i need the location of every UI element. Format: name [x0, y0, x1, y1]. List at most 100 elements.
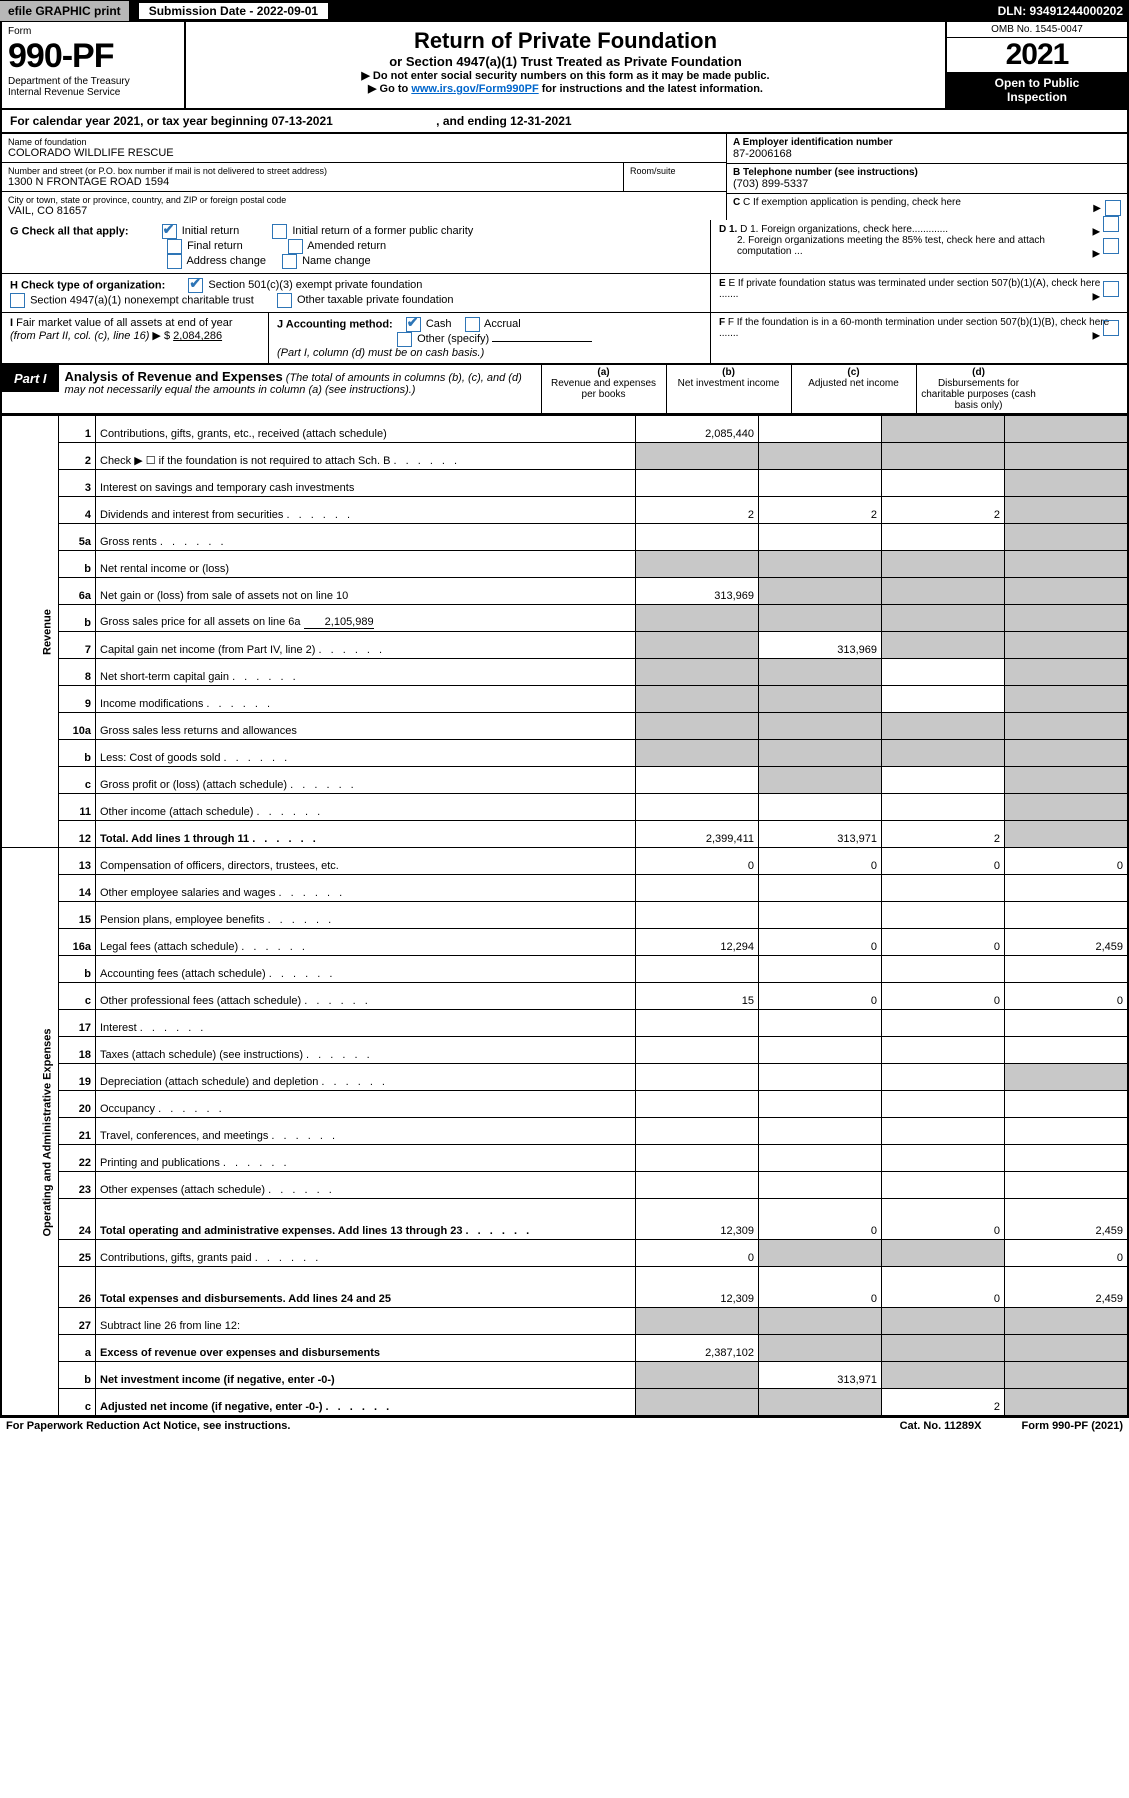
info-left: Name of foundation COLORADO WILDLIFE RES… — [2, 134, 726, 220]
row-number: 22 — [59, 1145, 96, 1172]
row-number: 27 — [59, 1308, 96, 1335]
phone-cell: B Telephone number (see instructions) (7… — [727, 164, 1127, 194]
row-value — [636, 1389, 759, 1417]
row-value — [882, 1064, 1005, 1091]
city-value: VAIL, CO 81657 — [8, 205, 720, 217]
c-checkbox[interactable] — [1105, 200, 1121, 216]
row-value — [1005, 497, 1129, 524]
row-value — [1005, 821, 1129, 848]
h-4947-checkbox[interactable] — [10, 293, 25, 308]
j-accrual-checkbox[interactable] — [465, 317, 480, 332]
g-opt-0: Initial return — [182, 225, 239, 237]
g-address-change-checkbox[interactable] — [167, 254, 182, 269]
g-amended-checkbox[interactable] — [288, 239, 303, 254]
row-value — [636, 740, 759, 767]
table-row: 6aNet gain or (loss) from sale of assets… — [1, 578, 1128, 605]
g-name-change-checkbox[interactable] — [282, 254, 297, 269]
row-value — [1005, 875, 1129, 902]
phone-value: (703) 899-5337 — [733, 178, 1121, 190]
row-value — [759, 1118, 882, 1145]
instr-1: ▶ Do not enter social security numbers o… — [196, 69, 935, 82]
row-value — [882, 1335, 1005, 1362]
irs-link[interactable]: www.irs.gov/Form990PF — [411, 83, 538, 95]
row-number: 24 — [59, 1199, 96, 1240]
efile-badge[interactable]: efile GRAPHIC print — [0, 1, 129, 21]
row-value: 2,459 — [1005, 1267, 1129, 1308]
row-value — [882, 1362, 1005, 1389]
row-value — [759, 416, 882, 443]
table-row: 11Other income (attach schedule) . . . .… — [1, 794, 1128, 821]
j-other-checkbox[interactable] — [397, 332, 412, 347]
foundation-name-label: Name of foundation — [8, 137, 720, 147]
submission-date: Submission Date - 2022-09-01 — [137, 1, 330, 21]
row-value: 0 — [636, 848, 759, 875]
row-value: 2,387,102 — [636, 1335, 759, 1362]
d1-checkbox[interactable] — [1103, 216, 1119, 232]
row-value — [759, 1172, 882, 1199]
row-value — [636, 1145, 759, 1172]
row-value — [636, 686, 759, 713]
instr-2-pre: ▶ Go to — [368, 83, 411, 95]
row-desc: Total expenses and disbursements. Add li… — [96, 1267, 636, 1308]
address-label: Number and street (or P.O. box number if… — [8, 166, 617, 176]
row-desc: Pension plans, employee benefits . . . .… — [96, 902, 636, 929]
row-value — [882, 902, 1005, 929]
row-desc: Other income (attach schedule) . . . . .… — [96, 794, 636, 821]
row-value — [1005, 1091, 1129, 1118]
d2-checkbox[interactable] — [1103, 238, 1119, 254]
row-value — [759, 740, 882, 767]
j-cash-checkbox[interactable] — [406, 317, 421, 332]
g-opt-1: Initial return of a former public charit… — [292, 225, 473, 237]
row-value: 0 — [1005, 848, 1129, 875]
e-checkbox[interactable] — [1103, 281, 1119, 297]
g-initial-return-checkbox[interactable] — [162, 224, 177, 239]
row-desc: Depreciation (attach schedule) and deple… — [96, 1064, 636, 1091]
row-desc: Other professional fees (attach schedule… — [96, 983, 636, 1010]
row-value — [882, 632, 1005, 659]
e-text: E E If private foundation status was ter… — [719, 278, 1100, 300]
c-label: C C If exemption application is pending,… — [733, 197, 961, 208]
row-desc: Other employee salaries and wages . . . … — [96, 875, 636, 902]
row-desc: Gross profit or (loss) (attach schedule)… — [96, 767, 636, 794]
h-other-checkbox[interactable] — [277, 293, 292, 308]
instr-2: ▶ Go to www.irs.gov/Form990PF for instru… — [196, 82, 935, 95]
row-value — [1005, 659, 1129, 686]
row-value — [1005, 1308, 1129, 1335]
g-label: G Check all that apply: — [10, 225, 129, 237]
j-note: (Part I, column (d) must be on cash basi… — [277, 347, 484, 359]
foundation-name: COLORADO WILDLIFE RESCUE — [8, 147, 720, 159]
row-value — [882, 1037, 1005, 1064]
h-opt2: Section 4947(a)(1) nonexempt charitable … — [30, 294, 254, 306]
row-number: 10a — [59, 713, 96, 740]
row-value — [882, 470, 1005, 497]
room-cell: Room/suite — [624, 163, 726, 192]
table-row: bGross sales price for all assets on lin… — [1, 605, 1128, 632]
row-value — [759, 1389, 882, 1417]
table-row: 16aLegal fees (attach schedule) . . . . … — [1, 929, 1128, 956]
g-opt-2: Final return — [187, 240, 243, 252]
f-checkbox[interactable] — [1103, 320, 1119, 336]
row-number: 23 — [59, 1172, 96, 1199]
row-number: a — [59, 1335, 96, 1362]
row-value: 0 — [759, 1199, 882, 1240]
row-desc: Income modifications . . . . . . — [96, 686, 636, 713]
row-desc: Dividends and interest from securities .… — [96, 497, 636, 524]
row-value — [759, 443, 882, 470]
page-footer: For Paperwork Reduction Act Notice, see … — [0, 1417, 1129, 1434]
footer-cat: Cat. No. 11289X — [900, 1420, 982, 1432]
row-value — [636, 659, 759, 686]
col-d-header: (d) Disbursements for charitable purpose… — [916, 365, 1041, 413]
row-value — [1005, 767, 1129, 794]
address-value: 1300 N FRONTAGE ROAD 1594 — [8, 176, 617, 188]
row-value — [759, 524, 882, 551]
g-initial-former-checkbox[interactable] — [272, 224, 287, 239]
row-value — [1005, 1118, 1129, 1145]
g-final-return-checkbox[interactable] — [167, 239, 182, 254]
h-501c3-checkbox[interactable] — [188, 278, 203, 293]
row-desc: Printing and publications . . . . . . — [96, 1145, 636, 1172]
row-value — [1005, 443, 1129, 470]
row-value — [636, 794, 759, 821]
j-cell: J Accounting method: Cash Accrual Other … — [269, 313, 710, 363]
row-value — [882, 1118, 1005, 1145]
phone-label: B Telephone number (see instructions) — [733, 167, 1121, 178]
